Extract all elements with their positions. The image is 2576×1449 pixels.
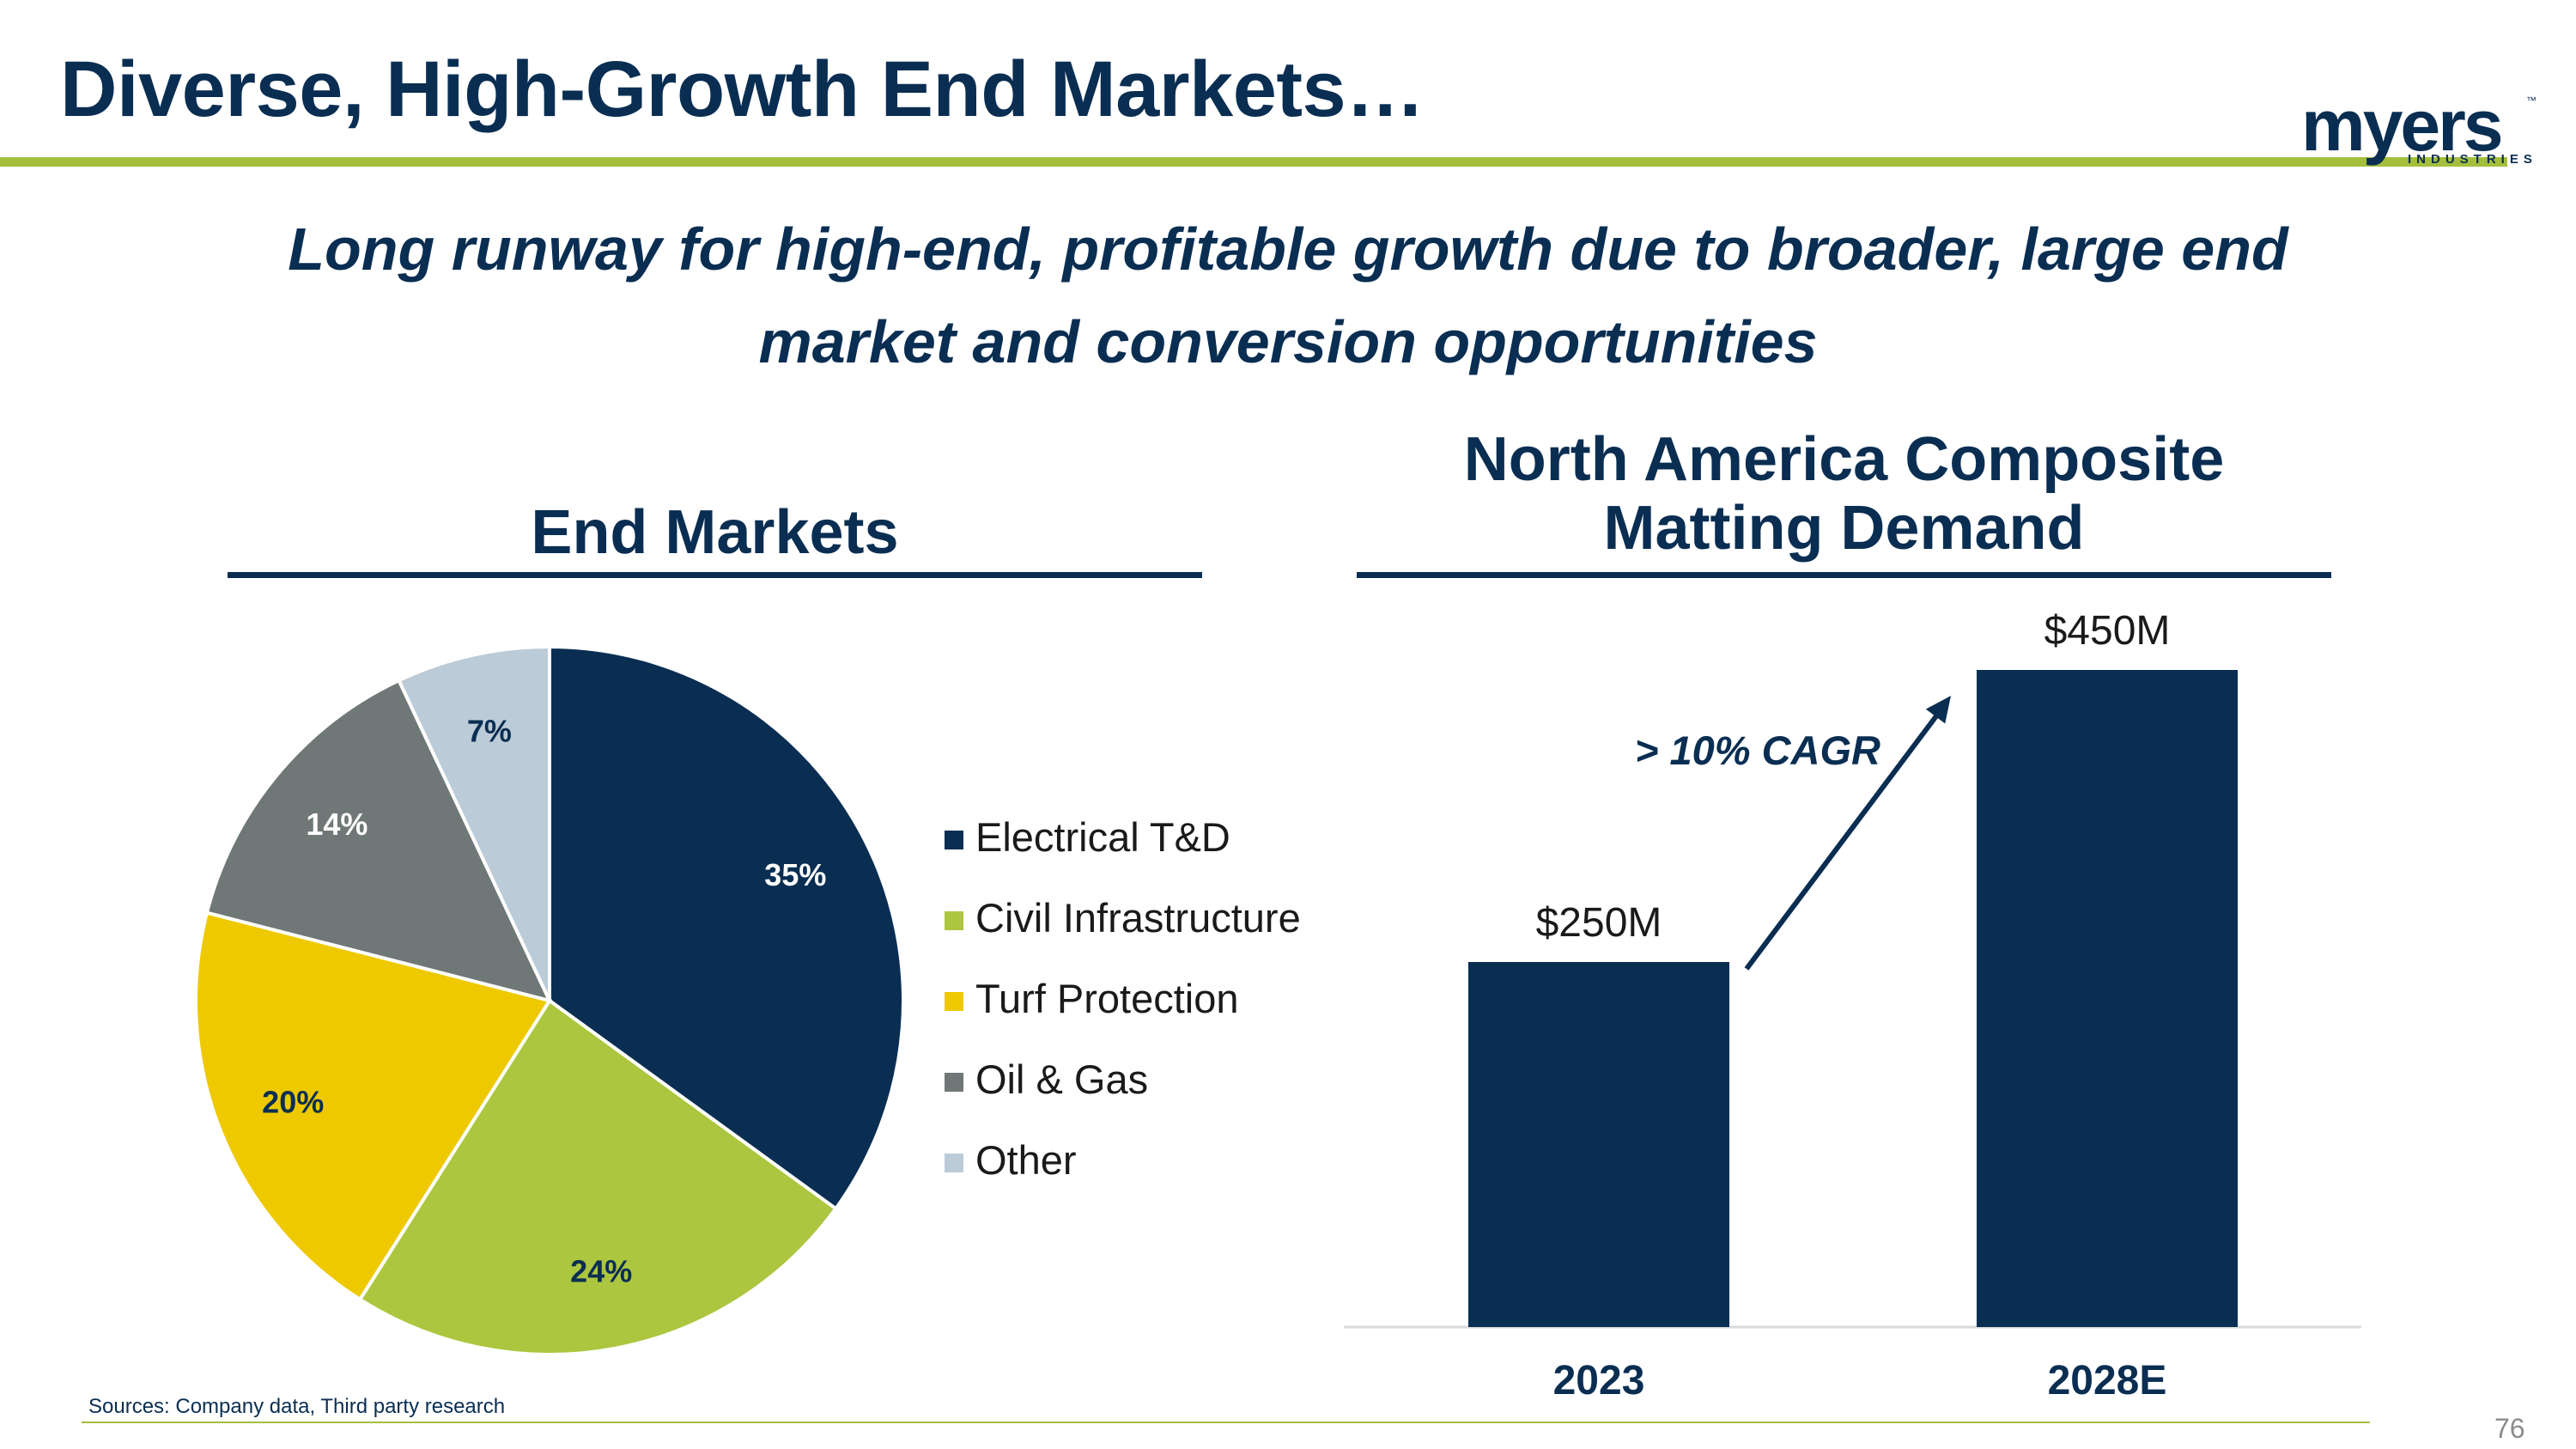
- legend-item-oil-gas: Oil & Gas: [945, 1054, 1391, 1105]
- legend-swatch-oil-gas: [945, 1073, 963, 1092]
- bar-2028e: [1977, 670, 2238, 1327]
- matting-demand-title: North America Composite Matting Demand: [1357, 425, 2331, 563]
- bar-category-label-2028e: 2028E: [2048, 1358, 2167, 1403]
- logo-trademark: ™: [2526, 94, 2537, 107]
- end-markets-rule: [228, 572, 1202, 578]
- myers-industries-logo: myers ™ INDUSTRIES: [2301, 89, 2550, 175]
- legend-swatch-civil-infrastructure: [945, 911, 963, 930]
- slide-title: Diverse, High-Growth End Markets…: [60, 46, 1425, 133]
- logo-subtitle: INDUSTRIES: [2408, 152, 2537, 167]
- matting-demand-title-line-2: Matting Demand: [1603, 494, 2085, 563]
- pie-label-oil-gas: 14%: [306, 807, 368, 842]
- pie-slice-turf-protection: [194, 910, 553, 1302]
- bar-2023: [1468, 962, 1729, 1327]
- bar-value-label-2023: $250M: [1536, 900, 1662, 946]
- pie-label-turf-protection: 20%: [262, 1084, 324, 1119]
- pie-slice-oil-gas: [204, 678, 553, 1003]
- sources-footnote: Sources: Company data, Third party resea…: [88, 1395, 506, 1418]
- subtitle-line-1: Long runway for high-end, profitable gro…: [288, 216, 2288, 283]
- legend-item-turf-protection: Turf Protection: [945, 973, 1391, 1025]
- pie-label-electrical-t-d: 35%: [764, 857, 826, 892]
- bar-value-label-2028e: $450M: [2044, 608, 2171, 654]
- end-markets-title: End Markets: [531, 498, 899, 567]
- legend-label-electrical-td: Electrical T&D: [975, 814, 1230, 860]
- pie-slice-electrical-t-d: [548, 644, 905, 1211]
- page-number: 76: [2494, 1413, 2525, 1444]
- pie-slice-other: [396, 644, 551, 1002]
- legend-swatch-electrical-td: [945, 831, 963, 849]
- pie-label-civil-infrastructure: 24%: [570, 1254, 632, 1289]
- legend-label-turf-protection: Turf Protection: [975, 976, 1239, 1021]
- cagr-arrow-head: [1925, 696, 1951, 724]
- bar-category-label-2023: 2023: [1553, 1358, 1645, 1403]
- pie-label-other: 7%: [467, 713, 512, 748]
- subtitle-line-2: market and conversion opportunities: [758, 308, 1818, 375]
- logo-wordmark: myers: [2301, 85, 2504, 166]
- legend-item-electrical-td: Electrical T&D: [945, 812, 1391, 863]
- legend-swatch-other: [945, 1154, 963, 1172]
- legend-item-civil-infrastructure: Civil Infrastructure: [945, 892, 1391, 944]
- footer-rule: [82, 1422, 2370, 1423]
- pie-slice-civil-infrastructure: [357, 998, 839, 1356]
- legend-item-other: Other: [945, 1135, 1391, 1186]
- legend-label-oil-gas: Oil & Gas: [975, 1056, 1149, 1102]
- matting-demand-title-line-1: North America Composite: [1463, 425, 2225, 494]
- legend-swatch-turf-protection: [945, 992, 963, 1011]
- legend-label-civil-infrastructure: Civil Infrastructure: [975, 895, 1301, 941]
- cagr-annotation: > 10% CAGR: [1635, 728, 1880, 773]
- title-underline: [0, 157, 2507, 167]
- cagr-arrow-line: [1744, 702, 1948, 971]
- end-markets-pie-chart: 35% 24% 20% 14% 7%: [194, 644, 905, 1356]
- slide-subtitle: Long runway for high-end, profitable gro…: [0, 203, 2576, 388]
- legend-label-other: Other: [975, 1137, 1077, 1183]
- matting-demand-rule: [1357, 572, 2331, 578]
